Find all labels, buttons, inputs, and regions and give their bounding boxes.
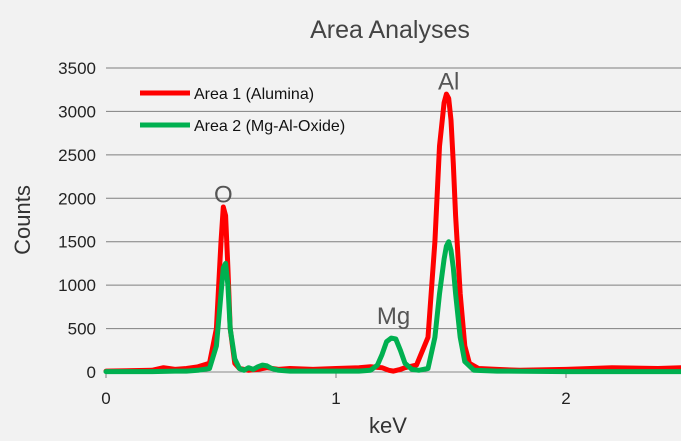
y-tick-label-0: 0 [87, 363, 96, 382]
peak-label-o: O [214, 182, 233, 209]
legend-label-area-2: Area 2 (Mg-Al-Oxide) [194, 118, 345, 135]
legend-label-area-1: Area 1 (Alumina) [194, 86, 314, 103]
series-line-1 [103, 91, 681, 374]
x-tick-label-0: 0 [101, 389, 110, 408]
y-axis-title: Counts [10, 185, 35, 255]
y-tick-label-2: 1000 [58, 276, 96, 295]
x-tick-label-2: 2 [561, 389, 570, 408]
peak-label-mg: Mg [377, 303, 410, 330]
legend: Area 1 (Alumina) Area 2 (Mg-Al-Oxide) [140, 86, 345, 135]
series-lines [103, 91, 681, 375]
peak-label-al: Al [438, 69, 459, 96]
x-tick-label-1: 1 [331, 389, 340, 408]
chart-title: Area Analyses [310, 16, 470, 44]
y-tick-label-3: 1500 [58, 233, 96, 252]
y-tick-label-5: 2500 [58, 146, 96, 165]
peak-annotations: O Mg Al [214, 69, 459, 331]
y-tick-label-6: 3000 [58, 102, 96, 121]
gridlines [106, 67, 681, 373]
x-axis-title: keV [369, 413, 407, 438]
y-tick-label-1: 500 [68, 320, 96, 339]
series-line-2 [103, 239, 681, 375]
y-tick-label-4: 2000 [58, 189, 96, 208]
y-tick-label-7: 3500 [58, 59, 96, 78]
